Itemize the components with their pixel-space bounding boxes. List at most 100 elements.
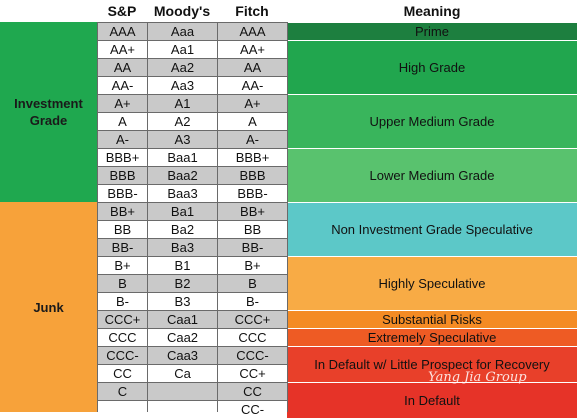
meaning-band: Lower Medium Grade [287, 148, 577, 202]
rating-cell-fitch: AA+ [218, 41, 287, 58]
rating-cell-sp: BBB [98, 167, 147, 184]
rating-cell-moodys: B1 [148, 257, 217, 274]
rating-cell-moodys: Ba1 [148, 203, 217, 220]
rating-cell-sp: AAA [98, 23, 147, 40]
rating-cell-fitch: CC [218, 383, 287, 400]
row-divider [97, 130, 287, 131]
meaning-band: Prime [287, 22, 577, 40]
rating-cell-sp: A- [98, 131, 147, 148]
header-moodys: Moody's [153, 3, 211, 19]
row-divider [97, 94, 287, 95]
rating-cell-moodys: B2 [148, 275, 217, 292]
rating-cell-moodys: Ba2 [148, 221, 217, 238]
rating-cell-fitch: BBB- [218, 185, 287, 202]
rating-cell-sp: B- [98, 293, 147, 310]
rating-cell-fitch: AA [218, 59, 287, 76]
investment-grade-label: Investment Grade [0, 22, 97, 202]
meaning-band: Non Investment Grade Speculative [287, 202, 577, 256]
rating-cell-fitch: A+ [218, 95, 287, 112]
rating-cell-fitch: B [218, 275, 287, 292]
meaning-band: Extremely Speculative [287, 328, 577, 346]
rating-cell-moodys: A2 [148, 113, 217, 130]
divider-2 [147, 22, 148, 412]
header-meaning: Meaning [403, 3, 461, 19]
row-divider [97, 346, 287, 347]
row-divider [97, 40, 287, 41]
rating-cell-moodys: Caa2 [148, 329, 217, 346]
row-divider [97, 400, 287, 401]
investment-label-line2: Grade [29, 113, 68, 128]
row-divider [97, 328, 287, 329]
rating-cell-moodys: Caa3 [148, 347, 217, 364]
divider-1 [97, 22, 98, 412]
row-divider [97, 202, 287, 203]
rating-cell-sp: A+ [98, 95, 147, 112]
rating-cell-sp: AA [98, 59, 147, 76]
rating-cell-sp: AA+ [98, 41, 147, 58]
header-sp: S&P [107, 3, 137, 19]
row-divider [97, 22, 287, 23]
rating-cell-moodys: Caa1 [148, 311, 217, 328]
meaning-band: Highly Speculative [287, 256, 577, 310]
rating-cell-moodys: Aa1 [148, 41, 217, 58]
row-divider [97, 112, 287, 113]
rating-cell-moodys: Aa2 [148, 59, 217, 76]
row-divider [97, 274, 287, 275]
rating-cell-fitch: B- [218, 293, 287, 310]
junk-label-text: Junk [33, 299, 64, 315]
rating-cell-fitch: AAA [218, 23, 287, 40]
rating-cell-moodys: Baa2 [148, 167, 217, 184]
rating-cell-sp [98, 401, 147, 418]
row-divider [97, 58, 287, 59]
investment-label-line1: Investment [14, 96, 83, 111]
junk-label: Junk [0, 202, 97, 412]
rating-cell-sp: BBB+ [98, 149, 147, 166]
rating-cell-fitch: CCC [218, 329, 287, 346]
row-divider [97, 256, 287, 257]
rating-cell-fitch: CC+ [218, 365, 287, 382]
rating-cell-moodys: B3 [148, 293, 217, 310]
row-divider [97, 310, 287, 311]
row-divider [97, 238, 287, 239]
watermark: Yang Jia Group [428, 370, 527, 385]
row-divider [97, 76, 287, 77]
rating-cell-moodys: A1 [148, 95, 217, 112]
row-divider [97, 148, 287, 149]
meaning-band: Substantial Risks [287, 310, 577, 328]
row-divider [97, 184, 287, 185]
rating-cell-moodys: Baa3 [148, 185, 217, 202]
row-divider [97, 220, 287, 221]
rating-cell-sp: AA- [98, 77, 147, 94]
row-divider [97, 382, 287, 383]
rating-cell-fitch: BB+ [218, 203, 287, 220]
rating-cell-sp: CCC [98, 329, 147, 346]
rating-cell-fitch: A- [218, 131, 287, 148]
meaning-band: In Default [287, 382, 577, 418]
rating-cell-fitch: AA- [218, 77, 287, 94]
rating-cell-fitch: B+ [218, 257, 287, 274]
rating-cell-moodys: Ba3 [148, 239, 217, 256]
meaning-band: Upper Medium Grade [287, 94, 577, 148]
row-divider [97, 166, 287, 167]
row-divider [97, 364, 287, 365]
rating-cell-sp: CCC- [98, 347, 147, 364]
rating-cell-moodys: Ca [148, 365, 217, 382]
rating-cell-sp: CCC+ [98, 311, 147, 328]
rating-cell-fitch: CCC+ [218, 311, 287, 328]
rating-cell-fitch: BBB+ [218, 149, 287, 166]
divider-4 [287, 22, 288, 412]
header-fitch: Fitch [235, 3, 269, 19]
row-divider [97, 292, 287, 293]
rating-cell-sp: BBB- [98, 185, 147, 202]
rating-cell-sp: BB- [98, 239, 147, 256]
rating-cell-sp: BB+ [98, 203, 147, 220]
rating-cell-sp: BB [98, 221, 147, 238]
rating-cell-fitch: BB [218, 221, 287, 238]
rating-cell-sp: A [98, 113, 147, 130]
rating-cell-sp: CC [98, 365, 147, 382]
rating-cell-sp: B [98, 275, 147, 292]
rating-cell-moodys: Aa3 [148, 77, 217, 94]
rating-cell-moodys: Baa1 [148, 149, 217, 166]
rating-cell-sp: B+ [98, 257, 147, 274]
rating-cell-fitch: A [218, 113, 287, 130]
